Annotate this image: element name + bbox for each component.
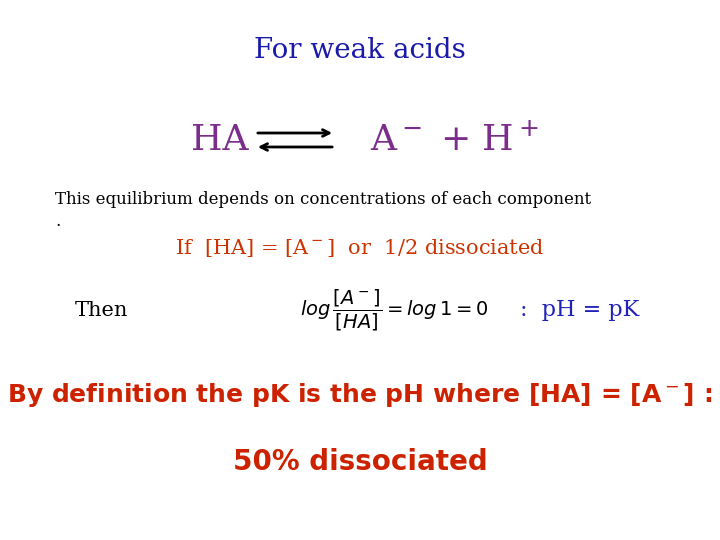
Text: For weak acids: For weak acids bbox=[254, 37, 466, 64]
Text: If  [HA] = [A$^-$]  or  1/2 dissociated: If [HA] = [A$^-$] or 1/2 dissociated bbox=[176, 237, 544, 259]
Text: A$^-$ + H$^+$: A$^-$ + H$^+$ bbox=[370, 123, 539, 157]
Text: By definition the pK is the pH where [HA] = [A$^-$] :: By definition the pK is the pH where [HA… bbox=[7, 381, 713, 409]
Text: 50% dissociated: 50% dissociated bbox=[233, 448, 487, 476]
Text: Then: Then bbox=[75, 300, 128, 320]
Text: This equilibrium depends on concentrations of each component: This equilibrium depends on concentratio… bbox=[55, 192, 591, 208]
Text: .: . bbox=[55, 213, 60, 231]
Text: HA: HA bbox=[192, 123, 248, 157]
Text: :  pH = pK: : pH = pK bbox=[520, 299, 639, 321]
Text: $\mathit{log}\,\dfrac{[\mathit{A}^-]}{[\mathit{HA}]} = \mathit{log}\,1 = 0$: $\mathit{log}\,\dfrac{[\mathit{A}^-]}{[\… bbox=[300, 287, 489, 333]
